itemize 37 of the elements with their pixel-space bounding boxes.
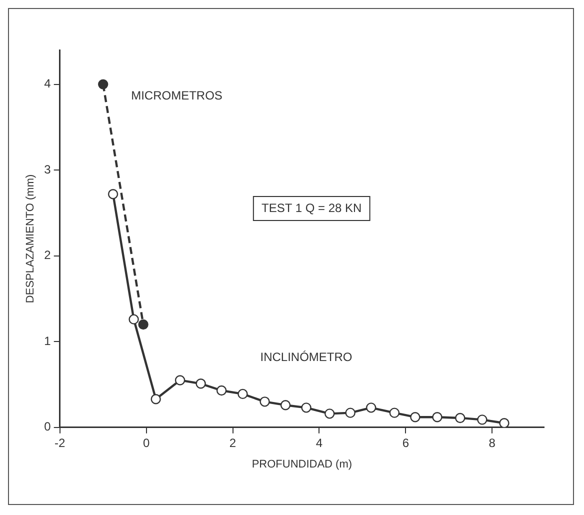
point: [150, 394, 161, 404]
point: [410, 412, 420, 422]
y-tick-label: 2: [44, 248, 52, 262]
x-axis-title: PROFUNDIDAD (m): [252, 458, 352, 470]
point: [260, 396, 270, 407]
y-axis-title: DESPLAZAMIENTO (mm): [24, 174, 37, 304]
point: [138, 319, 148, 330]
x-tick-label: 6: [402, 436, 410, 450]
text: INCLINÓMETRO: [260, 350, 352, 364]
y-tick-label: 3: [44, 162, 52, 176]
point: [455, 412, 466, 424]
x-tick-label: 8: [488, 436, 496, 450]
point: [216, 385, 227, 396]
x-tick-label: -2: [54, 436, 66, 450]
point: [477, 414, 488, 425]
point: [238, 388, 248, 400]
y-tick-label: 4: [44, 76, 52, 91]
y-tick-label: 0: [44, 420, 52, 434]
point: [174, 375, 186, 386]
x-tick-label: 4: [316, 436, 323, 450]
point: [499, 418, 510, 428]
point: [301, 402, 312, 413]
y-tick-label: 1: [44, 334, 52, 348]
point: [345, 408, 356, 418]
point: [366, 402, 376, 413]
point: [98, 79, 108, 90]
point: [389, 408, 400, 418]
point: [432, 412, 442, 422]
point: [196, 378, 206, 389]
point: [108, 189, 118, 200]
series-label: MICROMETROS: [131, 88, 222, 103]
point: [280, 400, 291, 410]
point: [324, 408, 335, 419]
point: [128, 314, 139, 324]
x-tick-label: 0: [142, 436, 150, 450]
x-tick-label: 2: [229, 436, 236, 450]
annotation: TEST 1 Q = 28 KN: [262, 200, 362, 215]
